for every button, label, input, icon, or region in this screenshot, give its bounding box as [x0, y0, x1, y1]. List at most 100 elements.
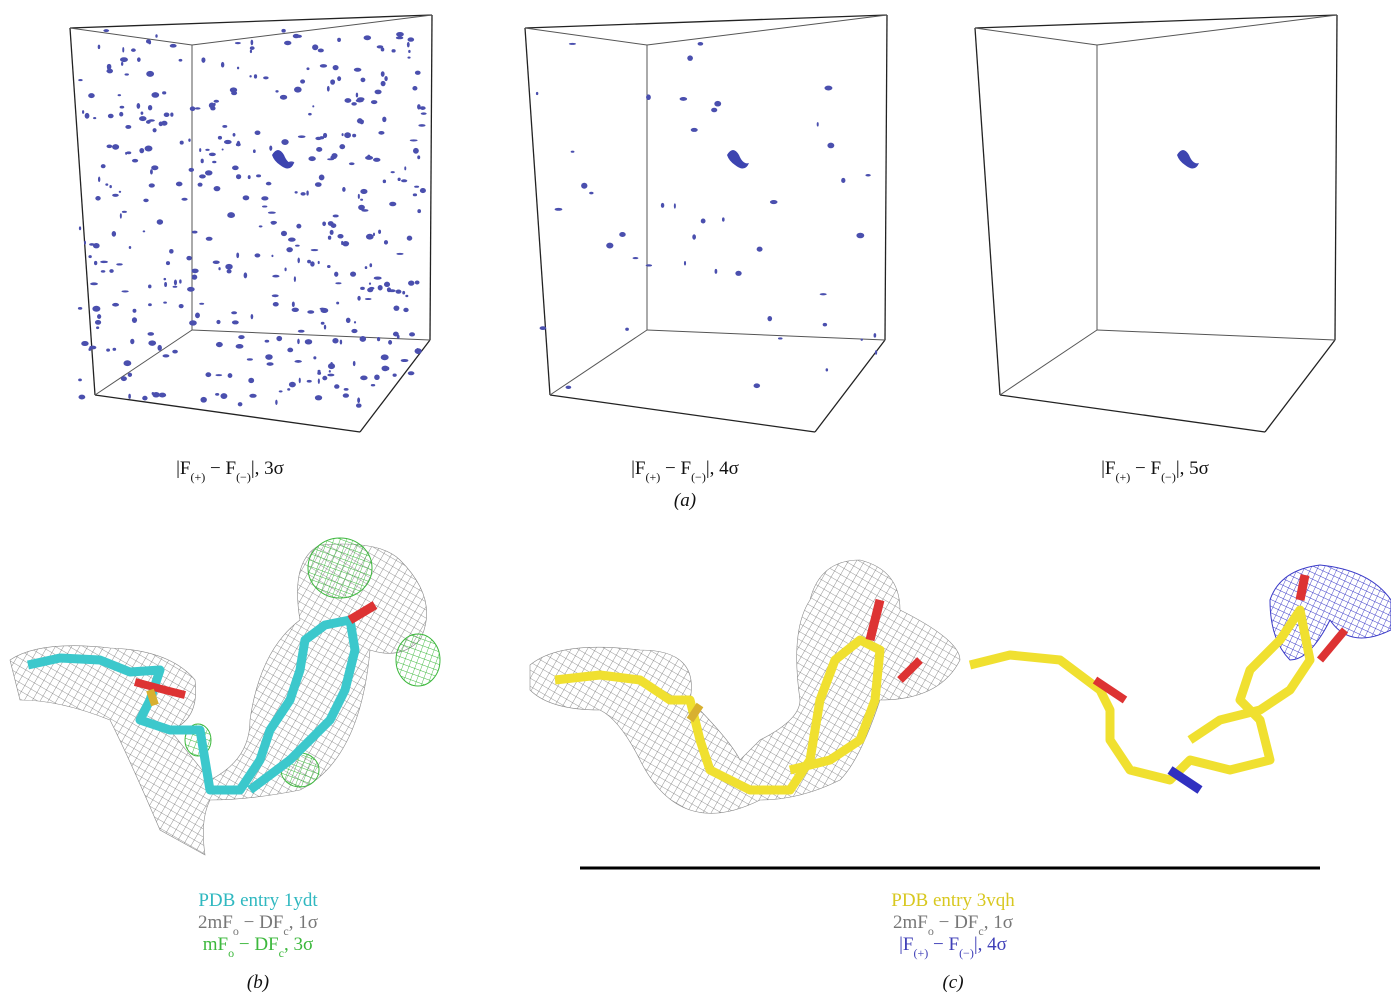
density-blob — [407, 57, 410, 59]
density-blob — [339, 144, 345, 149]
density-blob — [105, 183, 108, 185]
density-blob — [266, 182, 272, 186]
density-blob — [192, 275, 198, 280]
density-blob — [294, 276, 296, 282]
density-blob — [408, 50, 410, 53]
density-blob — [163, 301, 167, 303]
density-blob — [384, 76, 387, 81]
density-blob — [358, 194, 360, 199]
box-inner — [975, 15, 1337, 395]
density-blob — [90, 282, 98, 285]
density-blob — [143, 230, 146, 232]
box-edge — [70, 28, 192, 45]
caption-text: |, 5σ — [1176, 458, 1209, 479]
density-blob — [365, 266, 368, 269]
density-blob — [841, 178, 845, 183]
density-blob — [300, 192, 305, 196]
density-blob — [125, 73, 129, 75]
density-blob — [382, 117, 386, 123]
density-blob — [364, 35, 371, 40]
caption-text: − DF — [239, 912, 284, 933]
density-blob — [276, 336, 282, 341]
caption-text: 2mF — [893, 912, 928, 933]
caption-text: |F — [899, 934, 913, 955]
density-blob — [253, 149, 256, 153]
density-blob — [147, 332, 154, 336]
density-blob — [170, 44, 177, 48]
subscript: (−) — [959, 946, 974, 960]
density-blob — [146, 71, 154, 77]
density-blob — [148, 40, 151, 44]
density-blob — [275, 90, 278, 92]
density-blob — [312, 105, 314, 107]
density-blob — [132, 159, 138, 163]
density-blob — [101, 164, 106, 168]
density-blob — [342, 241, 349, 246]
caption-text: , 1σ — [289, 912, 318, 933]
density-blob — [120, 213, 122, 219]
density-blob — [385, 367, 389, 371]
density-blob — [103, 29, 109, 32]
caption-text: , 3σ — [284, 934, 313, 955]
density-blob — [265, 340, 270, 343]
density-blob — [307, 380, 312, 383]
density-blob — [128, 394, 131, 399]
density-blob — [374, 276, 382, 279]
density-blob — [107, 144, 113, 148]
box — [70, 15, 432, 432]
density-blob — [268, 211, 276, 213]
density-blob — [131, 48, 136, 52]
density-blob — [288, 237, 296, 241]
density-blob — [159, 393, 167, 398]
density-blob — [249, 394, 256, 398]
density-blob — [378, 230, 381, 234]
density-blob — [82, 110, 84, 114]
density-blob — [88, 255, 91, 258]
density-blob — [232, 166, 239, 171]
density-blob — [112, 231, 116, 237]
density-blob — [275, 400, 277, 405]
density-blob — [875, 350, 877, 354]
density-blob — [255, 131, 261, 135]
density-blob — [195, 107, 201, 109]
density-blob — [307, 310, 314, 314]
density-blob — [357, 397, 360, 403]
density-blob — [407, 236, 413, 241]
density-blob — [396, 32, 404, 37]
density-blob — [222, 125, 227, 128]
density-blob — [770, 200, 778, 204]
density-blob — [388, 340, 392, 345]
density-blob — [121, 62, 123, 66]
density-blob — [248, 175, 251, 179]
caption-text: − DF — [934, 912, 979, 933]
caption-text: PDB entry 3vqh — [891, 890, 1015, 911]
density-blob — [259, 225, 263, 227]
density-blob — [151, 92, 159, 98]
density-blob — [176, 182, 183, 187]
density-blob — [216, 320, 220, 324]
density-blob — [566, 386, 572, 389]
density-blob — [328, 236, 331, 240]
density-blob — [273, 302, 279, 307]
density-blob — [109, 185, 111, 188]
density-blob — [827, 143, 834, 149]
density-blob — [96, 326, 99, 329]
density-blob — [236, 344, 244, 349]
density-blob — [205, 149, 209, 151]
density-blob — [236, 252, 239, 258]
density-blob — [137, 57, 141, 62]
density-blob — [191, 269, 198, 274]
density-blob — [297, 35, 302, 38]
caption-text: |F — [631, 458, 645, 479]
density-blob — [393, 306, 399, 311]
density-blob — [333, 65, 339, 70]
box-edge — [1097, 330, 1335, 340]
density-blob — [199, 174, 206, 178]
density-boxes — [70, 15, 1337, 432]
density-blob — [408, 280, 414, 285]
density-blob — [536, 92, 538, 95]
density-blob — [410, 139, 418, 141]
density-blob — [192, 231, 198, 234]
density-blob — [125, 125, 131, 129]
density-blob — [198, 183, 203, 187]
